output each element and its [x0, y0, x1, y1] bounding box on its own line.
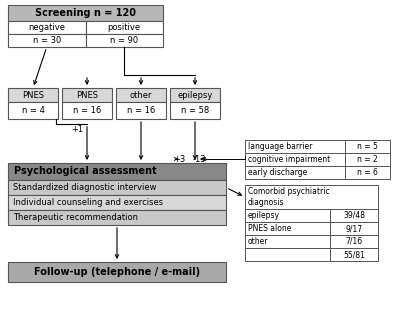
Text: Screening n = 120: Screening n = 120: [35, 8, 136, 18]
Bar: [62, 88, 112, 102]
Text: language barrier: language barrier: [248, 142, 312, 151]
Text: cognitive impairment: cognitive impairment: [248, 155, 330, 164]
Text: positive: positive: [108, 23, 141, 32]
Text: n = 90: n = 90: [110, 36, 138, 45]
Text: PNES: PNES: [76, 90, 98, 100]
Text: n = 16: n = 16: [73, 106, 101, 115]
Bar: [345, 153, 390, 166]
Bar: [8, 195, 226, 210]
Bar: [345, 166, 390, 179]
Bar: [170, 88, 220, 102]
Bar: [245, 153, 345, 166]
Text: n = 58: n = 58: [181, 106, 209, 115]
Text: 7/16: 7/16: [346, 237, 362, 246]
Bar: [8, 34, 86, 47]
Text: Standardized diagnostic interview: Standardized diagnostic interview: [13, 183, 156, 192]
Text: Therapeutic recommendation: Therapeutic recommendation: [13, 213, 138, 222]
Bar: [330, 248, 378, 261]
Text: +1: +1: [71, 125, 83, 134]
Text: 9/17: 9/17: [346, 224, 362, 233]
Text: other: other: [248, 237, 268, 246]
Bar: [345, 140, 390, 153]
Bar: [116, 88, 166, 102]
Bar: [245, 140, 345, 153]
Bar: [62, 102, 112, 119]
Text: other: other: [130, 90, 152, 100]
Bar: [8, 180, 226, 195]
Text: Follow-up (telephone / e-mail): Follow-up (telephone / e-mail): [34, 267, 200, 277]
Bar: [116, 102, 166, 119]
Text: n = 6: n = 6: [357, 168, 378, 177]
Text: +3: +3: [173, 155, 185, 163]
Text: Psychological assessment: Psychological assessment: [14, 167, 157, 177]
Bar: [245, 209, 330, 222]
Bar: [330, 222, 378, 235]
Bar: [86, 21, 163, 34]
Text: Comorbid psychiatric
diagnosis: Comorbid psychiatric diagnosis: [248, 187, 330, 207]
Bar: [245, 222, 330, 235]
Text: 55/81: 55/81: [343, 250, 365, 259]
Text: epilepsy: epilepsy: [177, 90, 213, 100]
Text: early discharge: early discharge: [248, 168, 307, 177]
Bar: [8, 21, 86, 34]
Text: n = 4: n = 4: [22, 106, 44, 115]
Text: epilepsy: epilepsy: [248, 211, 280, 220]
Text: negative: negative: [28, 23, 65, 32]
Bar: [245, 235, 330, 248]
Text: n = 16: n = 16: [127, 106, 155, 115]
Text: 39/48: 39/48: [343, 211, 365, 220]
Bar: [8, 88, 58, 102]
Bar: [170, 102, 220, 119]
Bar: [8, 163, 226, 180]
Bar: [330, 235, 378, 248]
Bar: [86, 34, 163, 47]
Bar: [8, 262, 226, 282]
Bar: [330, 209, 378, 222]
Bar: [245, 185, 378, 209]
Text: Individual counseling and exercises: Individual counseling and exercises: [13, 198, 163, 207]
Text: n = 30: n = 30: [33, 36, 61, 45]
Bar: [8, 102, 58, 119]
Bar: [245, 248, 330, 261]
Bar: [8, 210, 226, 225]
Text: PNES alone: PNES alone: [248, 224, 291, 233]
Bar: [8, 5, 163, 21]
Text: PNES: PNES: [22, 90, 44, 100]
Text: -13: -13: [193, 155, 207, 163]
Text: n = 5: n = 5: [357, 142, 378, 151]
Bar: [245, 166, 345, 179]
Text: n = 2: n = 2: [357, 155, 378, 164]
